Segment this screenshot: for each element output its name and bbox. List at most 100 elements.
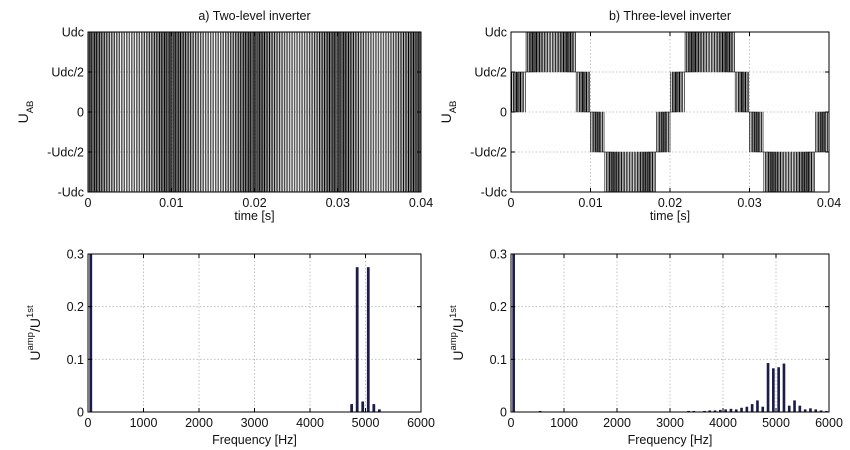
y-tick-label: Udc [485,26,507,40]
spectrum-bars [89,254,381,412]
y-axis-label-sup2: 1st [448,305,459,318]
spectrum-bar [350,404,354,412]
y-tick-label: 0.3 [490,248,507,262]
chart-panel-3: 0 1000 2000 3000 4000 5000 6000 0.3 0.2 0.1 0 Frequ… [25,248,435,448]
y-tick-label: 0 [77,406,84,420]
spectrum-bar [724,409,727,412]
spectrum-bar [777,367,780,412]
chart-title: a) Two-level inverter [198,9,310,23]
axis-ticks: 0 1000 2000 3000 4000 5000 6000 0.3 0.2 0.1 0 [490,248,843,431]
x-tick-label: 3000 [656,416,684,430]
x-axis-label: time [s] [234,209,274,223]
spectrum-bar [687,410,690,412]
axis-ticks: 0 1000 2000 3000 4000 5000 6000 0.3 0.2 0.1 0 [67,248,435,431]
x-axis-label: Frequency [Hz] [628,433,713,447]
x-tick-label: 0 [508,196,515,210]
spectrum-bar [372,404,376,412]
spectrum-bar [782,363,786,412]
x-tick-label: 0.02 [658,196,682,210]
waveform-series [511,32,829,192]
y-axis-label-sub: AB [448,101,459,114]
x-tick-label: 1000 [550,416,578,430]
y-axis-label-main: U [450,351,466,361]
y-tick-label: 0.2 [67,300,84,314]
spectrum-bars [512,254,828,412]
spectrum-bar [825,410,828,412]
y-tick-label: -Udc [481,186,507,200]
y-tick-label: 0.2 [490,300,507,314]
y-tick-label: 0 [500,406,507,420]
x-tick-label: 0 [508,416,515,430]
x-tick-label: 0 [85,416,92,430]
spectrum-bar [766,363,770,412]
spectrum-bar [361,401,365,412]
y-tick-label: Udc/2 [474,66,507,80]
spectrum-bar [814,409,818,412]
spectrum-bar [803,409,807,412]
spectrum-bar [745,406,749,412]
x-tick-label: 0.01 [159,196,183,210]
y-axis-label: UAB [15,101,36,124]
spectrum-bar [793,400,796,412]
spectrum-bar [366,267,370,412]
x-tick-label: 4000 [709,416,737,430]
spectrum-bar [750,404,754,412]
spectrum-bar [512,254,515,412]
x-tick-label: 5000 [762,416,790,430]
spectrum-bar [692,410,696,412]
spectrum-bar [740,407,743,412]
grid-lines [511,254,829,412]
chart-panel-1: 0 0.01 0.02 0.03 0.04 Udc Udc/2 0 -Udc/2 -Udc a) T… [15,9,433,223]
spectrum-bar [761,406,765,412]
y-tick-label: -Udc/2 [470,146,507,160]
x-tick-label: 5000 [352,416,380,430]
y-tick-label: 0.3 [67,248,84,262]
spectrum-bar [734,409,738,412]
y-axis-label-sub: AB [25,101,36,114]
spectrum-bar [719,409,722,412]
spectrum-bar [809,408,812,412]
y-axis-label-main: U [438,113,454,123]
y-axis-label-main: U [15,113,31,123]
x-tick-label: 3000 [241,416,269,430]
plot-background [88,254,421,412]
y-tick-label: Udc/2 [51,66,84,80]
y-axis-label-sup2: 1st [25,305,36,318]
x-tick-label: 0.01 [578,196,602,210]
spectrum-bar [787,405,791,412]
chart-panel-2: 0 0.01 0.02 0.03 0.04 Udc Udc/2 0 -Udc/2 -Udc b) T… [438,9,841,223]
spectrum-bar [377,409,381,412]
plot-background [511,254,829,412]
spectrum-bar [538,410,542,412]
y-tick-label: -Udc [58,186,84,200]
y-axis-label: UAB [438,101,459,124]
x-tick-label: 6000 [407,416,435,430]
x-axis-label: Frequency [Hz] [212,433,297,447]
axis-ticks: 0 0.01 0.02 0.03 0.04 Udc Udc/2 0 -Udc/2 -Udc [470,26,841,211]
x-tick-label: 6000 [815,416,843,430]
spectrum-bar [756,400,759,412]
x-tick-label: 0 [85,196,92,210]
y-axis-label-sup1: amp [448,332,459,350]
y-tick-label: 0.1 [67,353,84,367]
x-tick-label: 0.04 [817,196,841,210]
spectrum-bar [798,405,802,412]
chart-panel-4: 0 1000 2000 3000 4000 5000 6000 0.3 0.2 0.1 0 Frequ… [448,248,843,448]
x-tick-label: 0.02 [242,196,266,210]
y-tick-label: -Udc/2 [47,146,84,160]
y-tick-label: 0 [77,106,84,120]
spectrum-bar [772,368,775,412]
x-tick-label: 0.04 [409,196,433,210]
y-tick-label: 0.1 [490,353,507,367]
spectrum-bar [355,267,359,412]
pwm-waveform-line [88,32,421,192]
x-tick-label: 2000 [603,416,631,430]
y-axis-label-mid: /U [27,318,43,332]
spectrum-bar [708,410,712,412]
y-axis-label-sup1: amp [25,332,36,350]
y-axis-label: Uamp/U1st [25,305,43,361]
y-axis-label: Uamp/U1st [448,305,466,361]
y-tick-label: 0 [500,106,507,120]
y-axis-label-main: U [27,351,43,361]
